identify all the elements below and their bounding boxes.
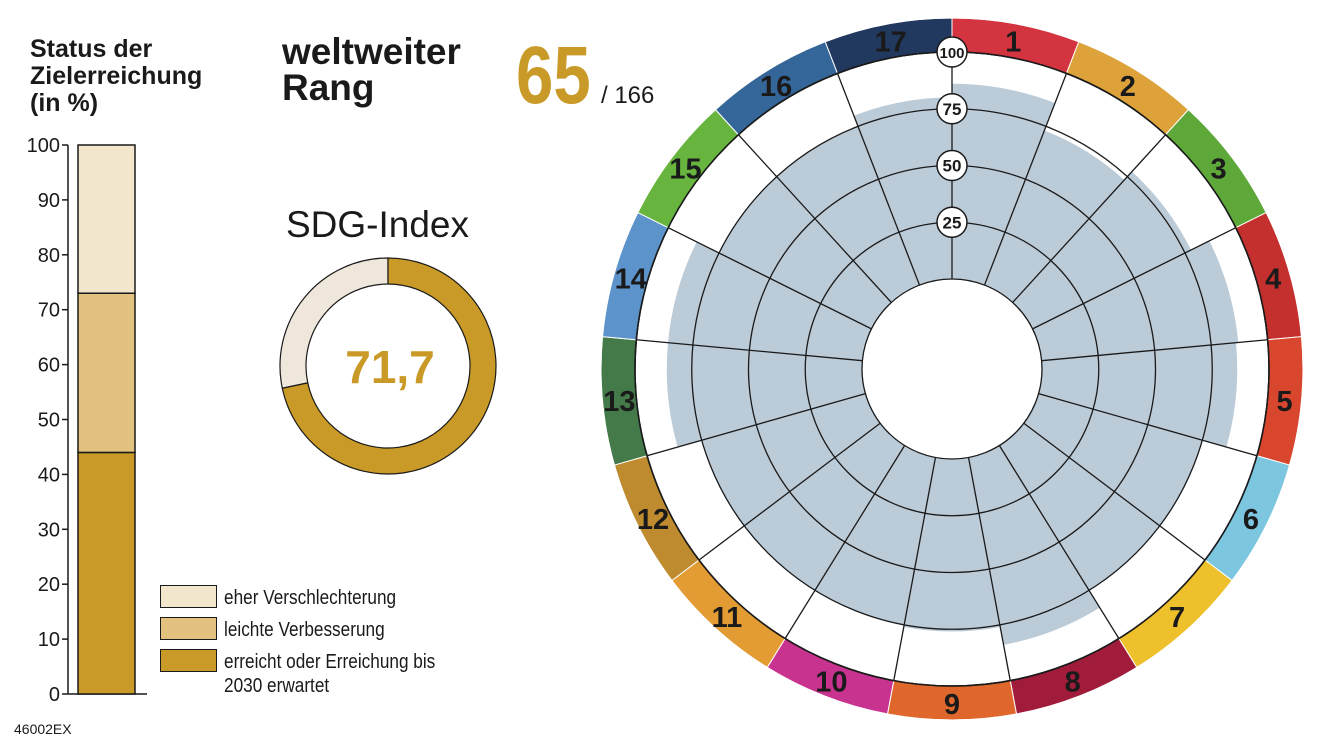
radial-divider [983,73,1068,286]
goal-value-sector-8 [968,445,1100,645]
bar-y-tick-label: 70 [38,300,60,322]
goal-label-4: 4 [1265,264,1281,296]
outer-edge [600,17,1304,721]
goal-value-sector-1 [952,83,1056,286]
goal-label-8: 8 [1065,666,1081,698]
donut-value-arc [281,257,497,475]
radial-divider [646,393,866,457]
ring-label-100: 100 [939,45,964,62]
goal-label-7: 7 [1169,602,1185,634]
goal-label-12: 12 [637,504,669,536]
goal-label-2: 2 [1120,71,1136,103]
ring-label-50: 50 [943,157,962,176]
legend-label-erreicht-line-1: erreicht oder Erreichung bis [224,651,436,673]
radial-divider [1012,134,1167,303]
bar-chart-title-line-2: Zielerreichung [30,62,203,90]
radial-divider [967,457,1011,681]
goal-label-16: 16 [760,71,792,103]
legend-label-verschlechterung: eher Verschlechterung [224,587,397,609]
rank-label-line-1: weltweiter [282,31,461,72]
ring-label-badge-100 [936,36,968,68]
goal-label-11: 11 [712,602,743,634]
bar-chart-title-line-1: Status der [30,35,153,63]
goal-value-sector-14 [667,241,872,361]
radial-divider [636,339,863,362]
ring-label-badge-50 [936,149,968,182]
goal-value-sector-15 [719,176,892,329]
inner-hole [861,278,1043,460]
rank-value: 65 [516,30,591,121]
goal-label-5: 5 [1277,386,1293,418]
radial-divider [836,73,921,286]
goal-label-13: 13 [603,386,635,418]
bar-y-tick-label: 40 [38,464,60,486]
goal-label-1: 1 [1005,27,1021,59]
rank-label-line-2: Rang [282,67,375,108]
bar-y-tick-label: 0 [49,684,60,706]
radial-divider [737,134,892,303]
legend-label-erreicht-line-2: 2030 erwartet [224,675,330,697]
radial-divider [698,422,881,561]
figure-id-code: 46002EX [14,721,72,737]
legend-swatch-verschlechterung [160,585,217,608]
bar-y-tick-label: 20 [38,574,60,596]
goal-label-6: 6 [1243,504,1259,536]
goal-value-sector-5 [1038,342,1238,448]
goal-value-sector-10 [814,445,936,625]
goal-value-sector-13 [666,342,866,448]
radial-divider [667,227,872,330]
goal-value-sector-6 [1023,393,1203,526]
bar-y-tick-label: 60 [38,355,60,377]
goal-label-14: 14 [615,264,647,296]
legend-swatch-verbesserung [160,617,217,640]
goal-label-3: 3 [1210,154,1226,186]
radial-divider [1038,393,1258,457]
bar-y-tick-label: 50 [38,410,60,432]
donut-value-label: 71,7 [345,341,435,393]
ring-label-badge-25 [936,206,968,238]
goal-value-sector-7 [999,423,1160,591]
bar-segment-3 [77,144,136,294]
radial-divider [1041,339,1268,362]
bar-segment-1 [77,451,136,695]
radial-divider [1023,422,1206,561]
bar-y-tick-label: 30 [38,519,60,541]
goal-value-sector-3 [1012,171,1192,329]
legend-swatch-erreicht [160,649,217,672]
goal-label-17: 17 [874,27,906,59]
rank-total: / 166 [601,82,655,109]
bar-segment-2 [77,292,136,454]
bar-chart-title-line-3: (in %) [30,89,99,117]
bar-chart-title: Status der Zielerreichung (in %) [30,36,202,117]
goal-label-9: 9 [944,689,960,721]
legend-label-verbesserung: leichte Verbesserung [224,619,385,641]
goal-value-sector-11 [744,423,905,591]
goal-label-15: 15 [669,154,701,186]
bar-y-tick-label: 80 [38,245,60,267]
legend-label-erreicht: erreicht oder Erreichung bis 2030 erwart… [224,650,435,698]
bar-y-tick-label: 90 [38,190,60,212]
radial-divider [893,457,937,681]
goal-label-10: 10 [815,666,847,698]
ring-label-badge-75 [936,93,968,125]
ring-label-75: 75 [943,100,962,119]
radial-divider [998,445,1120,639]
radial-divider [1032,227,1237,330]
bar-y-tick-label: 100 [27,135,60,157]
ring-label-25: 25 [943,213,962,232]
radial-divider [784,445,906,639]
goal-value-sector-16 [776,126,920,303]
goal-value-sector-12 [701,393,881,526]
rank-label: weltweiter Rang [282,31,461,108]
goal-value-sector-17 [853,97,952,286]
bar-y-tick-label: 10 [38,629,60,651]
goal-value-sector-2 [984,130,1125,303]
sdg-index-title: SDG-Index [286,204,470,245]
goal-value-sector-4 [1032,240,1239,361]
